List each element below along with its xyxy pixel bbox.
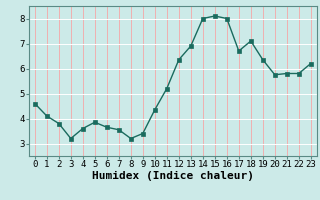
X-axis label: Humidex (Indice chaleur): Humidex (Indice chaleur) xyxy=(92,171,254,181)
